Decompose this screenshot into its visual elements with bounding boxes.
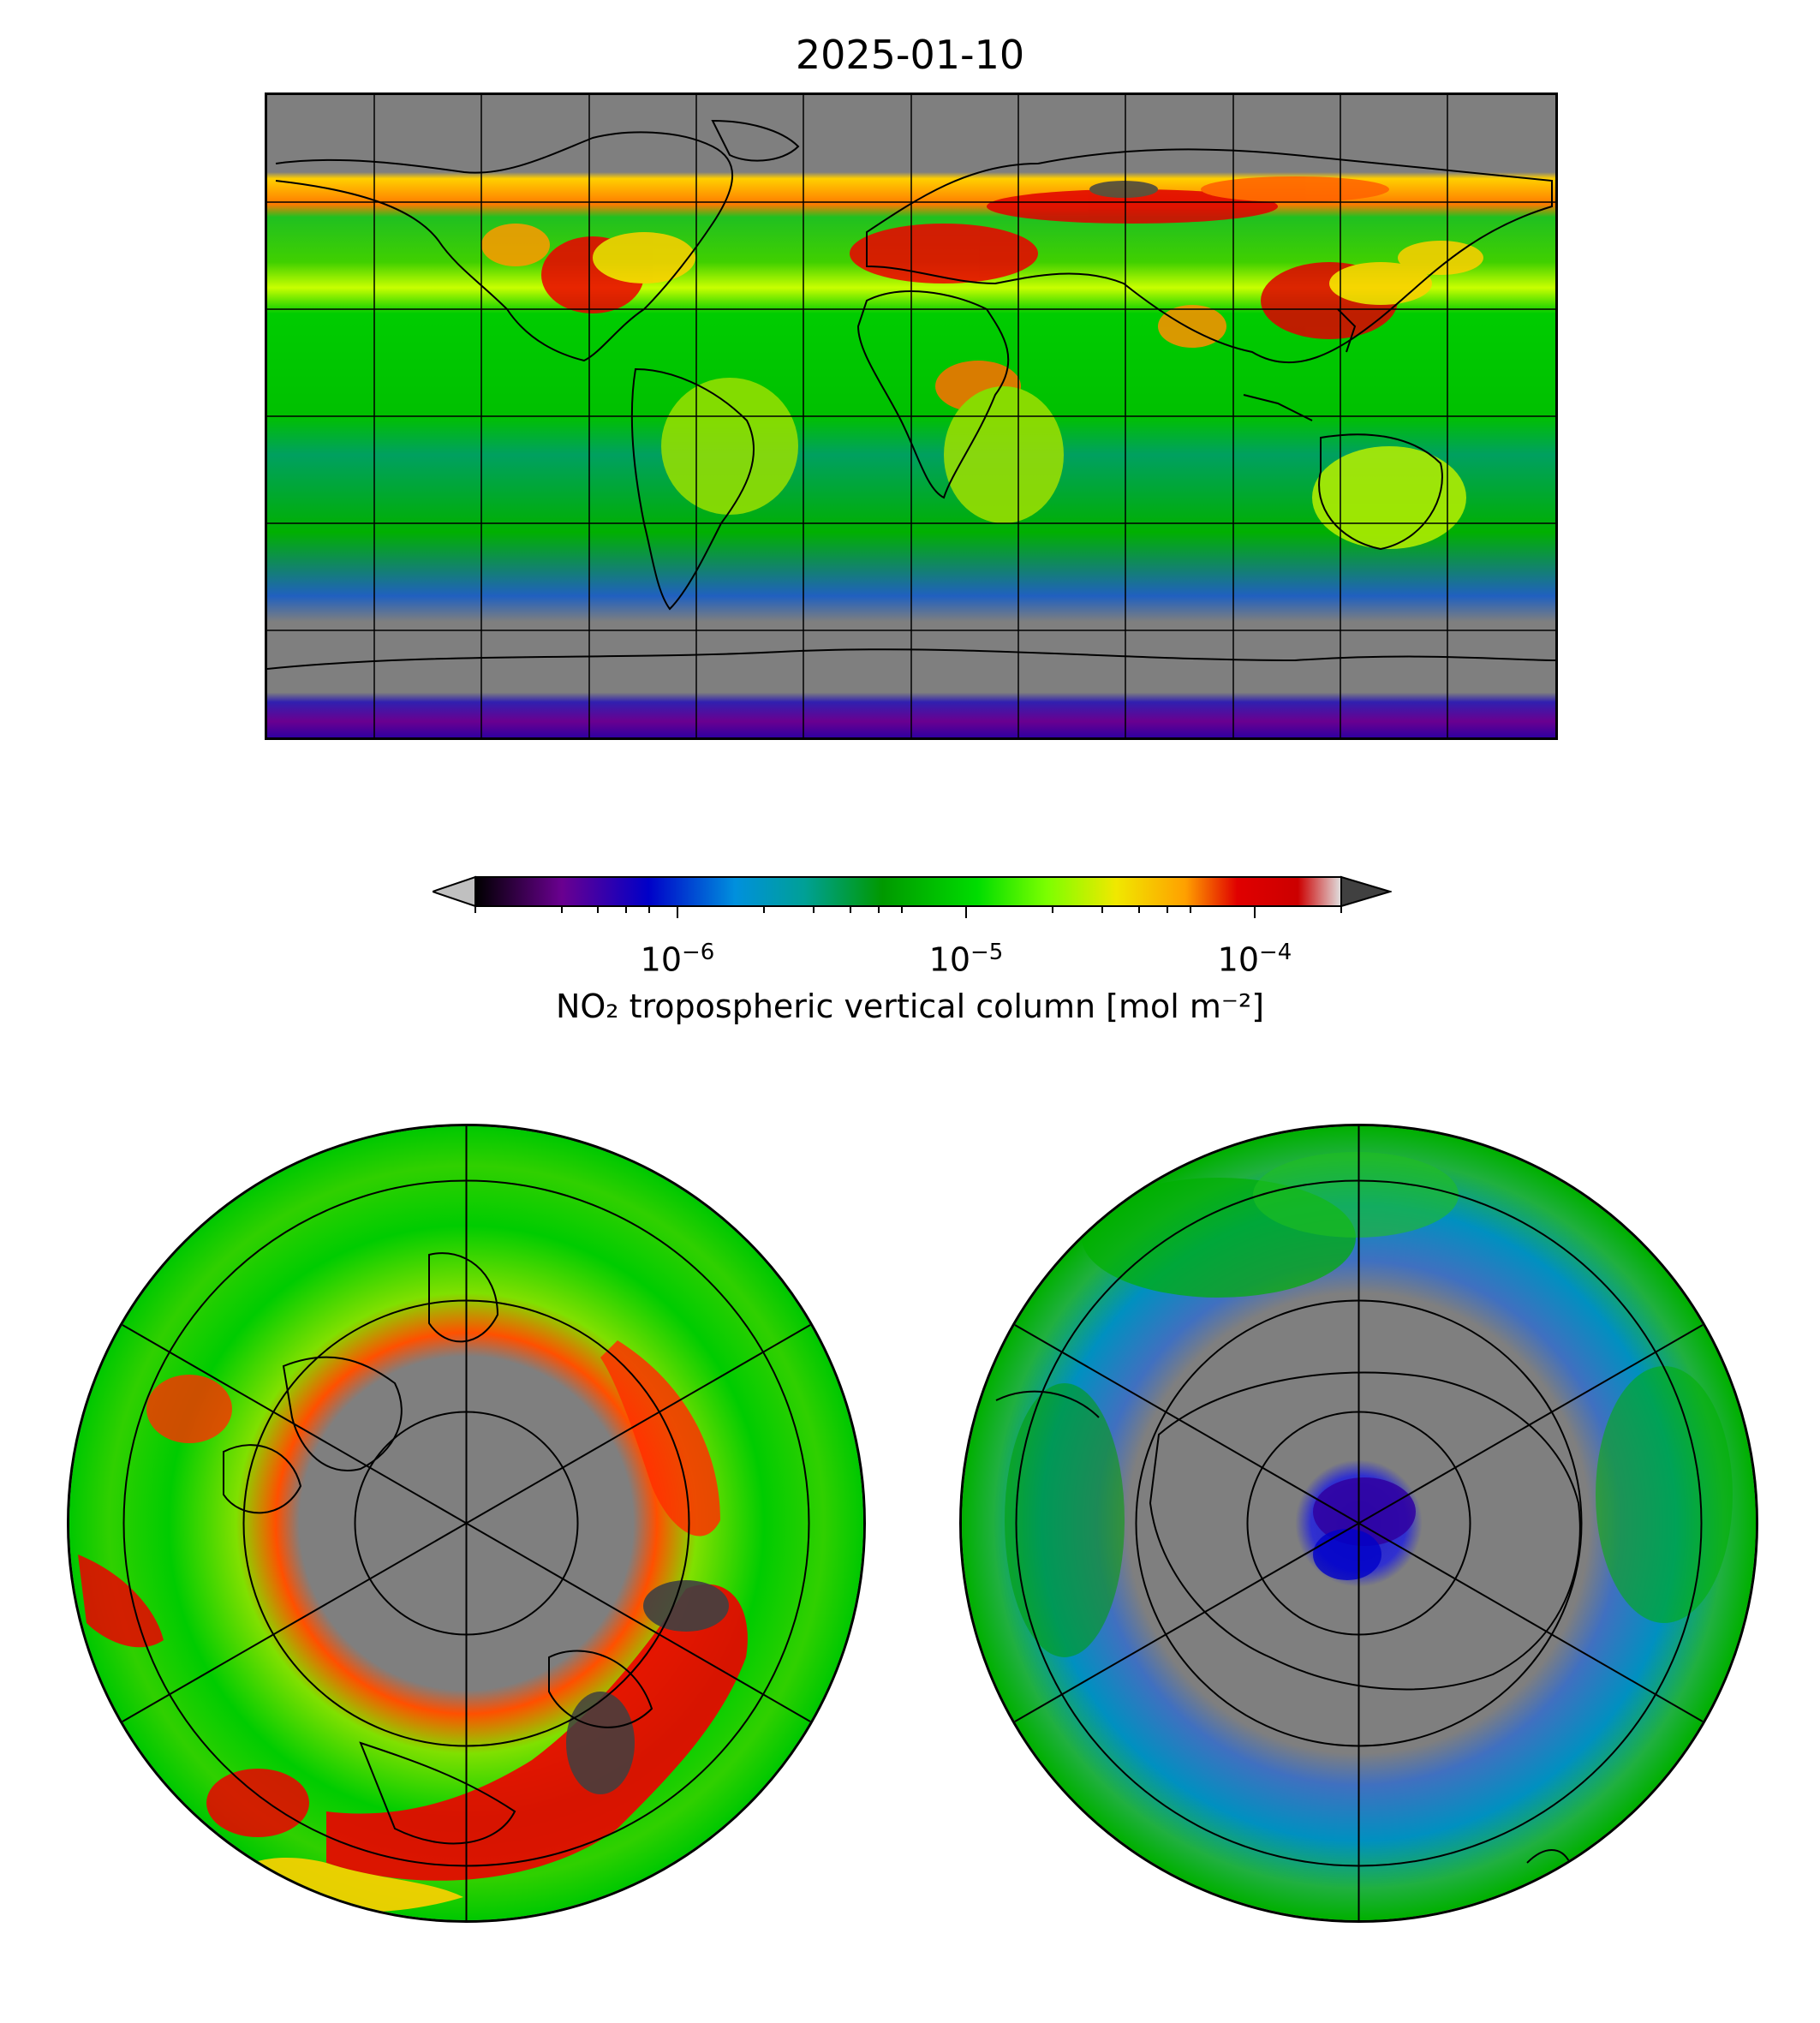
south-gridlines: [1014, 1126, 1704, 1920]
south-polar-canvas: [962, 1126, 1756, 1920]
south-coastlines: [995, 1371, 1581, 1864]
colorbar-tick-label-1e-6: 10−6: [640, 940, 715, 979]
colorbar: [433, 874, 1392, 925]
colorbar-tick-label-1e-5: 10−5: [928, 940, 1004, 979]
north-polar-canvas: [69, 1126, 863, 1920]
colorbar-label: NO₂ tropospheric vertical column [mol m⁻…: [555, 988, 1265, 1025]
figure-title: 2025-01-10: [795, 32, 1025, 78]
colorbar-under-arrow: [433, 875, 476, 908]
north-polar-map: [67, 1124, 866, 1923]
colorbar-tick-label-1e-4: 10−4: [1217, 940, 1292, 979]
south-polar-map: [959, 1124, 1758, 1923]
global-map: [265, 92, 1558, 740]
global-coastlines: [267, 119, 1555, 670]
colorbar-svg: [433, 875, 1392, 918]
global-map-canvas: [267, 95, 1555, 737]
north-gridlines: [122, 1126, 811, 1920]
colorbar-ticks: [474, 906, 1342, 918]
north-coastlines: [223, 1252, 653, 1845]
global-gridlines: [267, 95, 1555, 737]
colorbar-over-arrow: [1340, 875, 1392, 908]
colorbar-gradient: [474, 876, 1342, 907]
south-hotspots: [1005, 1152, 1733, 1657]
